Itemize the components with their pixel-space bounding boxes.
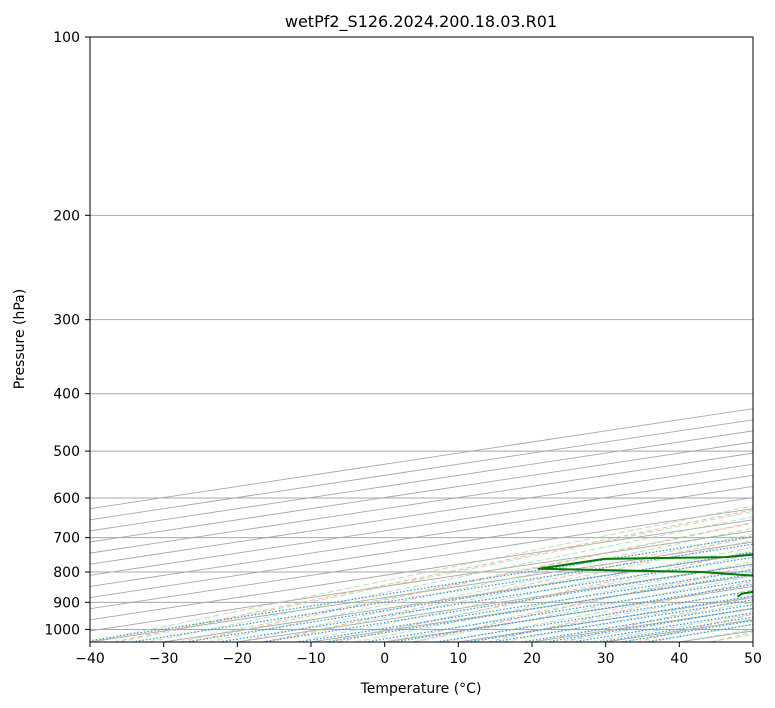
mixing-ratio-line (645, 623, 753, 642)
moist-adiabat-line (178, 521, 753, 642)
isotherm-line (90, 463, 753, 565)
moist-adiabat-line (502, 595, 753, 642)
x-tick-label: −10 (296, 651, 326, 667)
mixing-ratio-line (492, 599, 753, 642)
x-tick-label: −20 (223, 651, 253, 667)
isotherm-line (90, 530, 753, 632)
x-tick-label: 20 (523, 651, 541, 667)
x-tick-label: 10 (449, 651, 467, 667)
y-tick-label: 400 (53, 387, 80, 403)
dry-adiabat-line (711, 631, 753, 642)
moist-adiabat-line (148, 516, 753, 642)
isotherm-line (90, 497, 753, 599)
x-tick-label: −40 (75, 651, 105, 667)
moist-adiabat-line (531, 601, 753, 642)
dry-adiabat-line (487, 580, 753, 642)
y-tick-label: 300 (53, 313, 80, 329)
isotherm-line (90, 419, 753, 521)
mixing-ratio-line (572, 612, 753, 642)
moist-adiabat-line (237, 533, 753, 642)
y-tick-label: 100 (53, 30, 80, 46)
dry-adiabat-line (562, 596, 753, 642)
isotherm-line (90, 408, 753, 510)
isotherm-line (90, 519, 753, 621)
plot-frame (89, 36, 754, 643)
isotherm-line (90, 452, 753, 554)
y-tick-label: 1000 (44, 622, 80, 638)
moist-adiabat-line (561, 607, 753, 642)
moist-adiabat-line (620, 618, 753, 642)
y-tick-label: 500 (53, 444, 80, 460)
mixing-ratio-line (262, 563, 753, 642)
isotherm-line (90, 474, 753, 576)
moist-adiabat-line (90, 505, 753, 642)
moist-adiabat-line (414, 575, 753, 642)
moist-adiabat-line (472, 589, 753, 642)
dry-adiabat-line (412, 565, 753, 642)
moist-adiabat-line (708, 633, 753, 642)
isotherm-line (384, 585, 753, 642)
y-tick-label: 700 (53, 531, 80, 547)
y-tick-label: 600 (53, 491, 80, 507)
y-tick-label: 200 (53, 208, 80, 224)
dry-adiabat-line (114, 509, 753, 642)
isotherm-line (752, 641, 753, 642)
y-axis-label: Pressure (hPa) (12, 289, 28, 389)
isotherm-line (90, 508, 753, 610)
moist-adiabat-line (207, 527, 753, 642)
isotherm-line (90, 430, 753, 532)
dry-adiabat-line (263, 536, 753, 642)
chart-title: wetPf2_S126.2024.200.18.03.R01 (285, 12, 557, 32)
isotherm-line (90, 441, 753, 543)
x-tick-label: 40 (670, 651, 688, 667)
mixing-ratio-line (467, 595, 753, 642)
dewpoint-profile-line (537, 553, 753, 598)
moist-adiabat-line (266, 540, 753, 642)
mixing-ratio-line (522, 604, 753, 642)
moist-adiabat-line (649, 623, 753, 642)
isotherm-line (531, 608, 753, 642)
moist-adiabat-line (443, 582, 753, 642)
x-tick-label: −30 (149, 651, 179, 667)
moist-adiabat-line (590, 613, 753, 642)
isotherm-line (90, 485, 753, 587)
mixing-ratio-line (394, 583, 753, 642)
mixing-ratio-line (131, 543, 753, 642)
mixing-ratio-line (436, 590, 753, 642)
x-tick-label: 50 (744, 651, 762, 667)
y-tick-label: 900 (53, 595, 80, 611)
dry-adiabat-line (188, 522, 753, 642)
moist-adiabat-line (325, 553, 753, 642)
x-tick-label: 0 (380, 651, 389, 667)
mixing-ratio-line (90, 535, 753, 642)
y-tick-label: 800 (53, 565, 80, 581)
moist-adiabat-line (355, 560, 753, 642)
dry-adiabat-line (338, 550, 753, 642)
x-axis-label: Temperature (°C) (360, 681, 482, 697)
x-tick-label: 30 (597, 651, 615, 667)
mixing-ratio-line (299, 569, 753, 642)
moist-adiabat-line (119, 510, 753, 642)
